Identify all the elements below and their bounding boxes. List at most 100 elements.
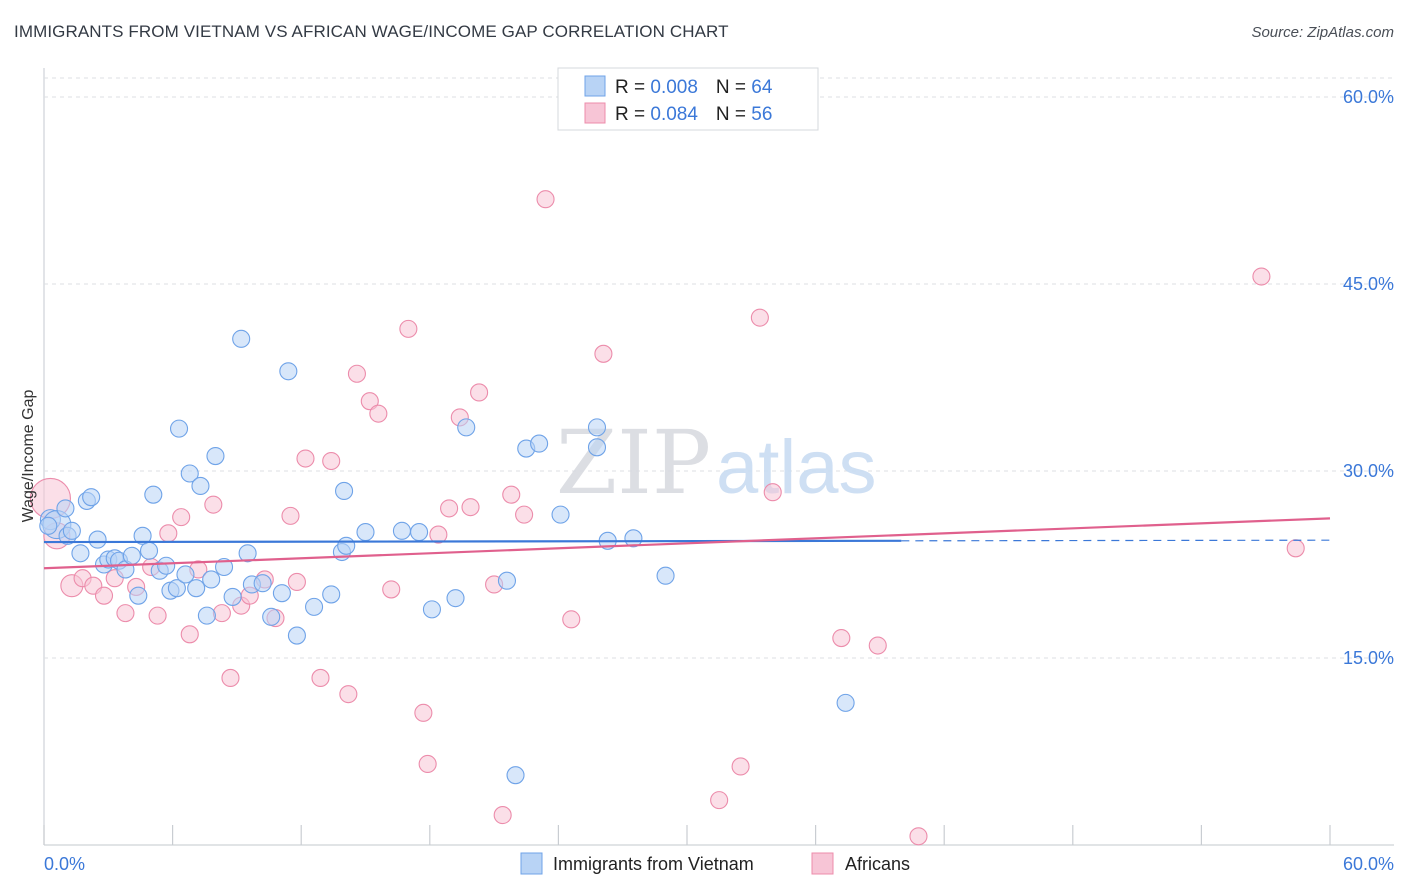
africans-point-46 — [594, 344, 613, 363]
africans-point-54 — [1252, 267, 1271, 286]
vietnam-points — [39, 329, 855, 785]
legend-label-vietnam: Immigrants from Vietnam — [553, 854, 754, 874]
vietnam-point-41 — [305, 597, 324, 616]
n-value-vietnam: 64 — [751, 77, 773, 98]
africans-point-16 — [212, 604, 231, 623]
n-label-africans: N = — [716, 104, 751, 125]
africans-point-39 — [470, 383, 489, 402]
vietnam-point-39 — [279, 362, 298, 381]
watermark: ZIP atlas — [556, 411, 877, 514]
africans-point-27 — [339, 685, 358, 704]
gridlines — [44, 77, 1394, 659]
africans-point-26 — [322, 451, 341, 471]
vietnam-point-51 — [457, 418, 476, 437]
africans-point-42 — [502, 485, 521, 504]
vietnam-point-63 — [39, 516, 58, 535]
stats-row-vietnam: R = 0.008 N = 64 — [615, 77, 773, 98]
vietnam-point-52 — [497, 571, 517, 590]
vietnam-point-29 — [202, 570, 221, 589]
y-tick-label-15: 15.0% — [1343, 648, 1394, 668]
y-tick-label-30: 30.0% — [1343, 461, 1394, 481]
africans-point-10 — [148, 606, 167, 625]
source-label: Source: ZipAtlas.com — [1251, 24, 1394, 41]
vietnam-point-2 — [56, 499, 75, 518]
vietnam-point-17 — [139, 541, 159, 560]
trend-line-africans — [43, 517, 1331, 570]
watermark-zip: ZIP — [556, 411, 711, 514]
africans-point-48 — [731, 757, 750, 776]
vietnam-point-53 — [506, 766, 525, 785]
africans-point-47 — [710, 791, 729, 810]
vietnam-point-62 — [836, 693, 855, 712]
vietnam-point-58 — [587, 438, 607, 457]
series-legend: Immigrants from Vietnam Africans — [520, 852, 910, 875]
africans-point-34 — [418, 754, 437, 774]
stats-legend: R = 0.008 N = 64 R = 0.084 N = 56 — [557, 67, 819, 131]
vietnam-point-22 — [167, 579, 186, 598]
y-tick-label-45: 45.0% — [1343, 274, 1394, 294]
africans-point-35 — [429, 525, 448, 544]
r-label-africans: R = — [615, 104, 650, 125]
vietnam-point-42 — [322, 585, 341, 604]
africans-point-25 — [311, 668, 330, 687]
vietnam-point-15 — [129, 586, 148, 605]
africans-point-28 — [347, 364, 366, 383]
watermark-atlas: atlas — [716, 425, 877, 510]
vietnam-point-55 — [530, 434, 549, 453]
vietnam-point-44 — [335, 481, 354, 500]
vietnam-point-49 — [422, 600, 441, 619]
stats-swatch-vietnam — [584, 75, 606, 97]
africans-point-31 — [382, 580, 401, 599]
africans-points — [29, 190, 1305, 846]
vietnam-point-37 — [262, 607, 281, 626]
vietnam-point-60 — [624, 529, 643, 548]
vietnam-point-45 — [337, 536, 356, 555]
africans-point-36 — [440, 499, 459, 518]
x-tick-label-max: 60.0% — [1343, 854, 1394, 874]
africans-point-13 — [180, 625, 199, 644]
vietnam-point-36 — [253, 574, 272, 593]
africans-point-17 — [221, 668, 240, 687]
africans-point-44 — [536, 190, 555, 209]
africans-point-45 — [562, 610, 581, 629]
africans-point-43 — [515, 505, 534, 524]
vietnam-point-33 — [232, 329, 251, 348]
trend-line-vietnam-extension — [901, 539, 1331, 542]
vietnam-point-25 — [180, 464, 199, 483]
africans-point-29 — [360, 392, 379, 411]
r-value-africans: 0.084 — [650, 104, 698, 125]
r-label-vietnam: R = — [615, 77, 650, 98]
vietnam-point-8 — [88, 530, 107, 549]
africans-point-7 — [116, 604, 135, 623]
y-tick-labels: 15.0% 30.0% 45.0% 60.0% — [1343, 87, 1394, 668]
vietnam-point-31 — [214, 557, 234, 577]
vietnam-point-38 — [272, 584, 291, 603]
africans-point-50 — [763, 483, 782, 502]
n-value-africans: 56 — [751, 104, 772, 125]
africans-point-52 — [868, 636, 887, 655]
vietnam-point-18 — [144, 485, 163, 504]
vietnam-point-4 — [62, 521, 81, 540]
africans-point-22 — [281, 506, 300, 525]
x-tick-label-min: 0.0% — [44, 854, 85, 874]
vietnam-point-61 — [656, 566, 675, 585]
vietnam-point-40 — [287, 626, 306, 645]
africans-point-24 — [296, 449, 315, 468]
vietnam-point-32 — [223, 587, 242, 606]
trend-lines — [43, 517, 1331, 570]
vietnam-point-28 — [197, 606, 216, 625]
y-axis-label: Wage/Income Gap — [20, 390, 37, 523]
vietnam-point-56 — [551, 505, 570, 524]
y-tick-label-60: 60.0% — [1343, 87, 1394, 107]
legend-swatch-africans — [811, 852, 834, 875]
africans-point-23 — [287, 572, 306, 592]
africans-point-32 — [399, 319, 418, 338]
africans-point-11 — [159, 524, 178, 543]
stats-row-africans: R = 0.084 N = 56 — [615, 104, 772, 125]
africans-point-38 — [461, 498, 480, 517]
africans-point-5 — [94, 586, 114, 605]
vietnam-point-48 — [410, 523, 429, 542]
vietnam-point-27 — [191, 476, 210, 496]
vietnam-point-26 — [187, 579, 206, 598]
